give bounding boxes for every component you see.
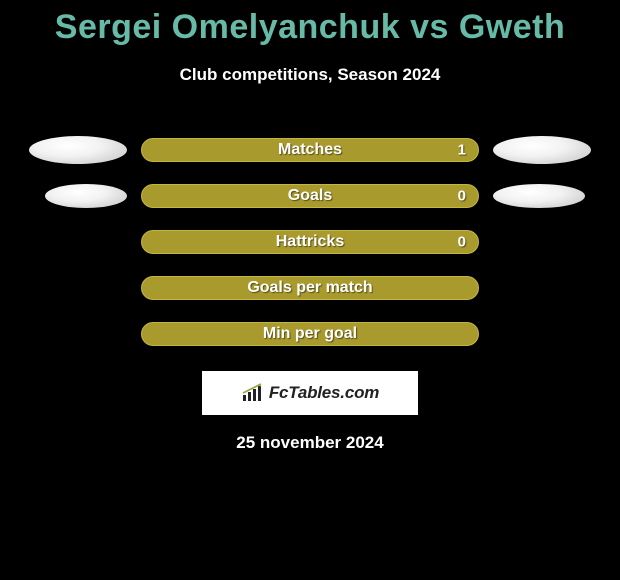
stat-bar: Matches 1 <box>141 138 479 162</box>
stat-value: 1 <box>458 142 466 159</box>
comparison-card: Sergei Omelyanchuk vs Gweth Club competi… <box>0 0 620 580</box>
spacer <box>493 274 591 302</box>
stat-row-goals-per-match: Goals per match <box>0 265 620 311</box>
page-title: Sergei Omelyanchuk vs Gweth <box>0 0 620 47</box>
spacer <box>493 320 591 348</box>
spacer <box>29 320 127 348</box>
stat-label: Hattricks <box>276 233 344 251</box>
player-b-marker <box>493 184 585 208</box>
stat-bar: Goals 0 <box>141 184 479 208</box>
subtitle: Club competitions, Season 2024 <box>0 65 620 85</box>
spacer <box>29 228 127 256</box>
stat-value: 0 <box>458 188 466 205</box>
date-label: 25 november 2024 <box>0 433 620 453</box>
stat-row-hattricks: Hattricks 0 <box>0 219 620 265</box>
stat-value: 0 <box>458 234 466 251</box>
stat-row-goals: Goals 0 <box>0 173 620 219</box>
player-a-marker <box>45 184 127 208</box>
stat-bar: Hattricks 0 <box>141 230 479 254</box>
stat-label: Goals <box>288 187 332 205</box>
spacer <box>29 274 127 302</box>
logo-text: FcTables.com <box>269 383 379 403</box>
spacer <box>493 228 591 256</box>
stat-row-min-per-goal: Min per goal <box>0 311 620 357</box>
stat-bar: Goals per match <box>141 276 479 300</box>
stat-label: Min per goal <box>263 325 357 343</box>
stat-bar: Min per goal <box>141 322 479 346</box>
player-b-marker <box>493 136 591 164</box>
stat-label: Matches <box>278 141 342 159</box>
stat-row-matches: Matches 1 <box>0 127 620 173</box>
player-a-marker <box>29 136 127 164</box>
bar-chart-arrow-icon <box>241 383 265 403</box>
stat-label: Goals per match <box>247 279 372 297</box>
fctables-logo[interactable]: FcTables.com <box>202 371 418 415</box>
stats-block: Matches 1 Goals 0 Hattricks 0 Goals <box>0 127 620 357</box>
